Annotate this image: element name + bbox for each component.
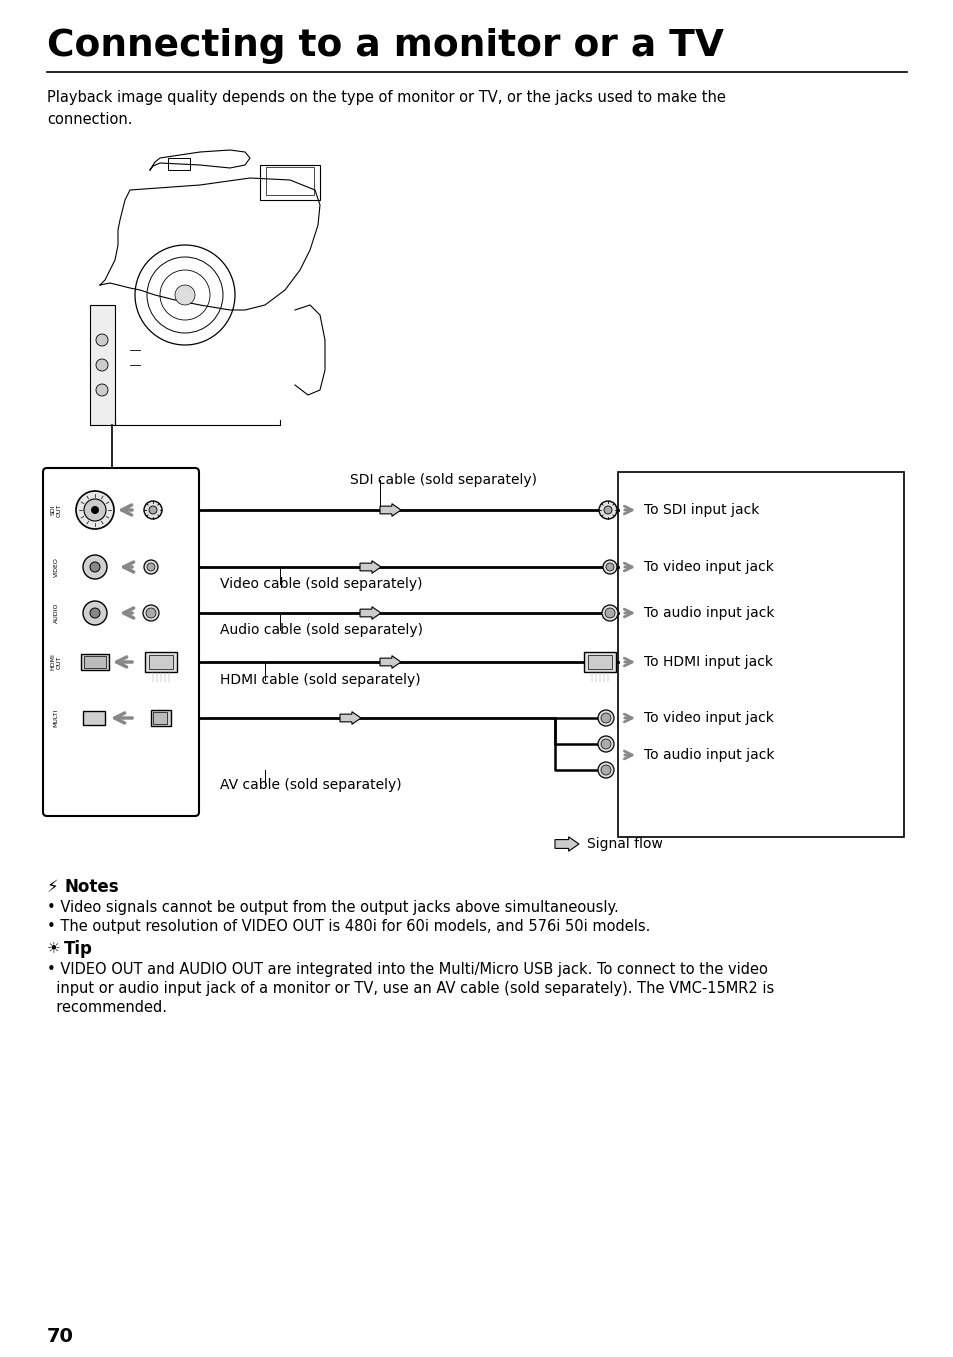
Text: To audio input jack: To audio input jack [643,607,774,620]
Circle shape [598,735,614,752]
FancyArrow shape [359,560,380,573]
Circle shape [144,501,162,518]
Text: SDI cable (sold separately): SDI cable (sold separately) [350,474,537,487]
Text: AUDIO: AUDIO [53,603,58,623]
Circle shape [600,712,610,723]
Circle shape [96,334,108,346]
Circle shape [605,563,614,571]
Bar [83,711,105,725]
Text: • Video signals cannot be output from the output jacks above simultaneously.: • Video signals cannot be output from th… [47,900,618,915]
Text: • VIDEO OUT and AUDIO OUT are integrated into the Multi/Micro USB jack. To conne: • VIDEO OUT and AUDIO OUT are integrated… [47,962,767,977]
Bar [266,167,314,195]
Text: Video cable (sold separately): Video cable (sold separately) [220,577,422,592]
Text: To audio input jack: To audio input jack [643,748,774,763]
Circle shape [83,555,107,579]
Text: Audio cable (sold separately): Audio cable (sold separately) [220,623,422,636]
Circle shape [90,562,100,573]
Bar [618,472,903,837]
Circle shape [76,491,113,529]
Bar [81,654,109,670]
Text: Signal flow: Signal flow [586,837,662,851]
Text: • The output resolution of VIDEO OUT is 480i for 60i models, and 576i 50i models: • The output resolution of VIDEO OUT is … [47,919,650,934]
Text: recommended.: recommended. [47,1000,167,1015]
Circle shape [174,285,194,305]
Circle shape [147,563,154,571]
Circle shape [600,740,610,749]
Text: Playback image quality depends on the type of monitor or TV, or the jacks used t: Playback image quality depends on the ty… [47,90,725,128]
FancyArrow shape [379,655,400,668]
Bar [260,166,319,199]
Circle shape [604,608,615,617]
Circle shape [84,499,106,521]
Text: To video input jack: To video input jack [643,711,773,725]
FancyArrow shape [359,607,380,619]
Circle shape [602,560,617,574]
Circle shape [96,384,108,396]
Circle shape [91,506,99,514]
Bar [149,655,172,669]
Text: 70: 70 [47,1327,73,1346]
FancyArrow shape [555,837,578,851]
Bar [145,651,177,672]
Circle shape [601,605,618,622]
FancyArrow shape [339,711,360,725]
Circle shape [603,506,612,514]
Text: input or audio input jack of a monitor or TV, use an AV cable (sold separately).: input or audio input jack of a monitor o… [47,981,774,996]
Circle shape [143,605,159,622]
Text: MULTI: MULTI [53,708,58,727]
Bar [587,655,612,669]
Text: VIDEO: VIDEO [53,558,58,577]
Text: To HDMI input jack: To HDMI input jack [643,655,772,669]
Text: ☀: ☀ [47,940,61,955]
Text: ⚡: ⚡ [47,878,58,896]
Bar [90,305,115,425]
Circle shape [149,506,157,514]
Text: SDI
OUT: SDI OUT [51,503,61,517]
Circle shape [600,765,610,775]
Circle shape [83,601,107,626]
Text: Notes: Notes [64,878,118,896]
Circle shape [598,501,617,518]
Bar [84,655,106,668]
Circle shape [598,763,614,778]
Text: HDMI cable (sold separately): HDMI cable (sold separately) [220,673,420,687]
Text: HDMI
OUT: HDMI OUT [51,654,61,670]
Text: Tip: Tip [64,940,92,958]
Text: Connecting to a monitor or a TV: Connecting to a monitor or a TV [47,28,723,64]
Circle shape [598,710,614,726]
FancyArrow shape [379,503,400,516]
Bar [583,651,616,672]
Text: AV cable (sold separately): AV cable (sold separately) [220,778,401,792]
FancyBboxPatch shape [43,468,199,816]
Circle shape [96,360,108,370]
Text: To video input jack: To video input jack [643,560,773,574]
Circle shape [144,560,158,574]
Circle shape [90,608,100,617]
Text: To SDI input jack: To SDI input jack [643,503,759,517]
Bar [151,710,171,726]
Circle shape [146,608,156,617]
Bar [152,712,167,725]
Bar [168,157,190,170]
